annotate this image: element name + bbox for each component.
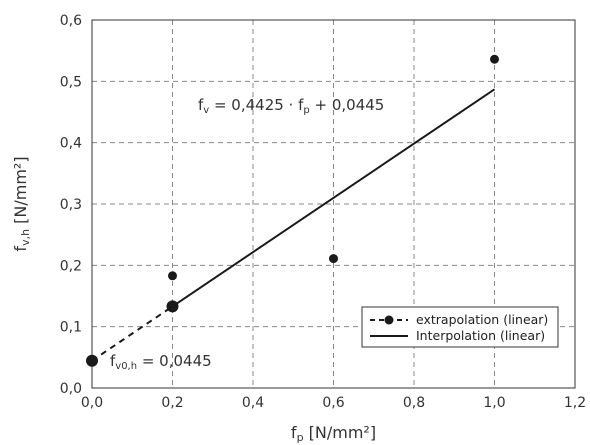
legend-interpolation-label: Interpolation (linear) (416, 328, 545, 343)
series-layer (91, 88, 496, 362)
data-point (329, 254, 338, 264)
y-tick-label: 0,6 (60, 13, 82, 29)
y-tick-label: 0,0 (60, 381, 82, 397)
extrapolation-line (91, 305, 174, 362)
legend-extrapolation-swatch-marker (384, 315, 394, 325)
data-point (490, 54, 499, 64)
x-tick-label: 0,8 (403, 395, 425, 411)
x-tick-label: 1,2 (564, 395, 586, 411)
y-tick-label: 0,3 (60, 197, 82, 213)
x-tick-label: 0,4 (242, 395, 264, 411)
legend-box (361, 306, 559, 348)
y-tick-label: 0,1 (60, 320, 82, 336)
regression-equation: fv = 0,4425 · fp + 0,0445 (198, 96, 384, 116)
extrapolation-marker (166, 300, 179, 313)
legend-extrapolation-label: extrapolation (linear) (416, 312, 548, 327)
x-axis-label: fp [N/mm²] (291, 423, 376, 444)
y-axis-label: fv,h [N/mm²] (11, 156, 32, 251)
x-tick-labels: 0,0 0,2 0,4 0,6 0,8 1,0 1,2 (81, 395, 586, 411)
x-tick-label: 0,6 (322, 395, 344, 411)
data-point (168, 271, 177, 281)
x-tick-label: 0,0 (81, 395, 103, 411)
y-tick-label: 0,5 (60, 74, 82, 90)
intercept-label: fv0,h = 0,0445 (110, 352, 212, 372)
data-points (86, 54, 499, 367)
x-tick-label: 0,2 (161, 395, 183, 411)
intercept-point (86, 354, 98, 367)
y-tick-labels: 0,0 0,1 0,2 0,3 0,4 0,5 0,6 (60, 13, 82, 397)
legend: extrapolation (linear) Interpolation (li… (361, 306, 559, 348)
x-tick-label: 1,0 (483, 395, 505, 411)
y-tick-label: 0,4 (60, 136, 82, 152)
plot-frame (91, 19, 576, 389)
interpolation-line (171, 88, 496, 308)
y-tick-label: 0,2 (60, 258, 82, 274)
